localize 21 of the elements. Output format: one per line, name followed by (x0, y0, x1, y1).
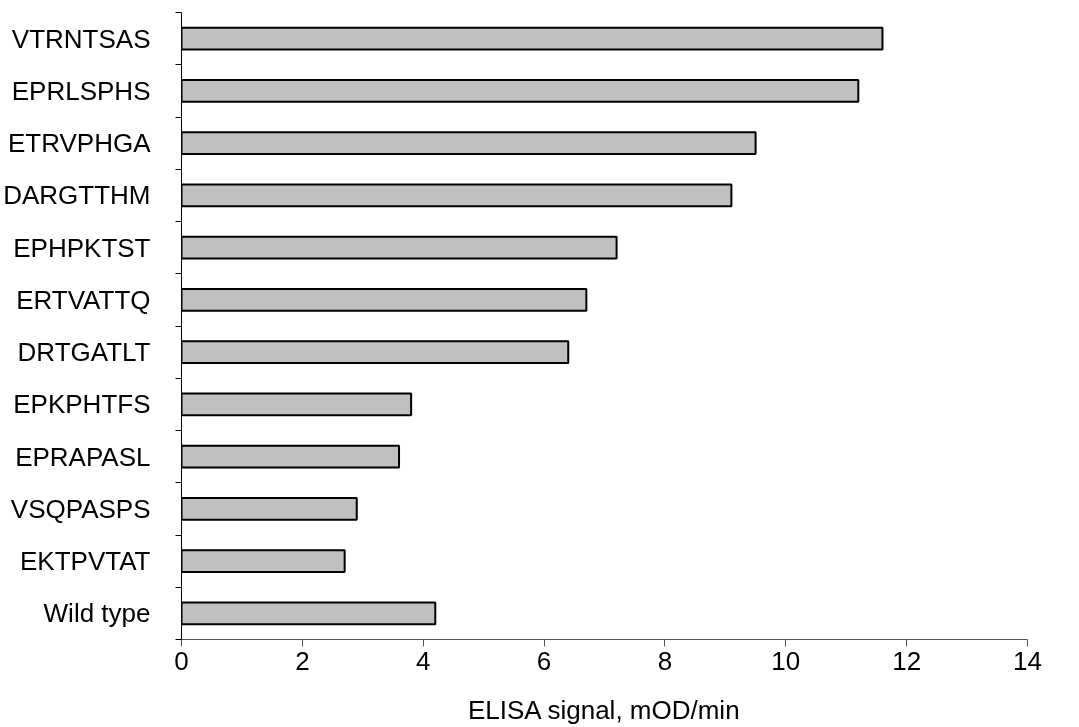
x-tick-label: 2 (295, 645, 310, 676)
y-tick-label: ETRVPHGA (7, 128, 152, 159)
x-tick-label: 0 (174, 645, 189, 676)
y-tick-label: EPRLSPHS (11, 75, 151, 106)
x-tick-label: 8 (657, 645, 673, 676)
y-tick-label: VSQPASPS (10, 493, 151, 524)
y-tick-label: Wild type (43, 598, 151, 629)
x-tick-label: 6 (536, 645, 552, 676)
x-tick-label: 4 (415, 645, 431, 676)
x-tick-label: 14 (1013, 645, 1042, 676)
y-tick-label: DRTGATLT (17, 337, 151, 368)
y-tick-label: EPKPHTFS (13, 389, 151, 420)
x-tick-label: 10 (771, 645, 801, 676)
y-tick-label: EKTPVTAT (20, 546, 151, 577)
y-tick-label: EPHPKTST (13, 232, 151, 263)
y-tick-label: ERTVATTQ (16, 284, 151, 315)
x-tick-label: 12 (892, 645, 922, 676)
y-tick-label: VTRNTSAS (11, 23, 151, 54)
y-tick-label: EPRAPASL (15, 441, 151, 472)
x-axis-title: ELISA signal, mOD/min (467, 694, 740, 725)
y-tick-label: DARGTTHM (3, 180, 151, 211)
